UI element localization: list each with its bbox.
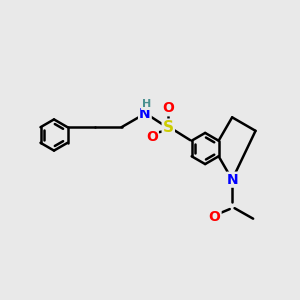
Text: O: O (209, 210, 220, 224)
Text: O: O (162, 101, 174, 115)
Text: O: O (146, 130, 158, 144)
Text: N: N (139, 107, 151, 121)
Text: H: H (142, 99, 151, 109)
Text: S: S (163, 120, 174, 135)
Text: N: N (227, 173, 239, 187)
